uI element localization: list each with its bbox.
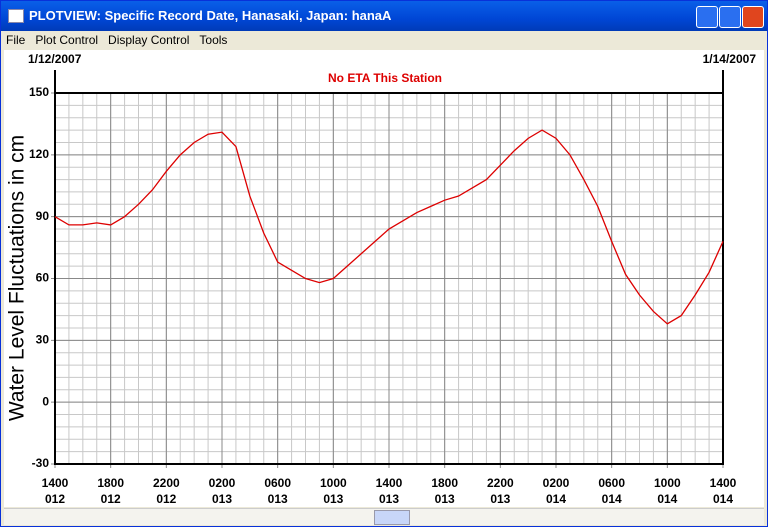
scroll-thumb[interactable] [374,510,410,525]
x-tick-label: 1800 [431,476,458,490]
y-tick-label: 120 [29,147,49,161]
x-tick-label: 1400 [376,476,403,490]
x-tick-label: 0200 [543,476,570,490]
start-date: 1/12/2007 [28,52,82,66]
y-tick-label: 30 [36,333,50,347]
plot-frame [54,92,724,465]
end-date: 1/14/2007 [703,52,757,66]
chart: 1/12/2007 1/14/2007 No ETA This Station … [4,50,764,507]
menu-bar: File Plot Control Display Control Tools [1,31,767,50]
x-tick-label: 012 [45,492,65,506]
menu-item[interactable]: Plot Control [35,33,99,47]
y-axis-label: Water Level Fluctuations in cm [6,135,29,421]
x-tick-label: 014 [602,492,622,506]
x-tick-label: 013 [323,492,343,506]
x-tick-label: 0600 [598,476,625,490]
x-tick-label: 013 [212,492,232,506]
x-tick-label: 1000 [320,476,347,490]
menu-item[interactable]: File [6,33,26,47]
x-tick-label: 2200 [487,476,514,490]
x-tick-label: 013 [490,492,510,506]
x-tick-label: 014 [657,492,677,506]
menu-item[interactable]: Display Control [108,33,190,47]
x-tick-label: 014 [713,492,733,506]
x-tick-label: 0200 [209,476,236,490]
x-tick-label: 014 [546,492,566,506]
y-tick-label: 0 [42,394,49,408]
x-tick-label: 012 [101,492,121,506]
x-tick-label: 1400 [710,476,737,490]
x-tick-label: 013 [268,492,288,506]
scrollbar[interactable] [4,508,764,525]
x-tick-label: 0600 [264,476,291,490]
window-title: PLOTVIEW: Specific Record Date, Hanasaki… [29,8,392,23]
title-bar: PLOTVIEW: Specific Record Date, Hanasaki… [1,1,767,31]
x-tick-label: 013 [435,492,455,506]
maximize[interactable] [719,6,741,28]
close[interactable] [742,6,764,28]
y-tick-label: -30 [32,456,50,470]
y-tick-label: 90 [36,209,50,223]
x-tick-label: 1800 [97,476,124,490]
subtitle: No ETA This Station [328,71,442,85]
data-line [54,129,724,325]
x-tick-label: 013 [379,492,399,506]
y-tick-label: 150 [29,85,49,99]
x-tick-label: 012 [156,492,176,506]
x-tick-label: 1400 [42,476,69,490]
x-tick-label: 2200 [153,476,180,490]
y-tick-label: 60 [36,271,50,285]
x-tick-label: 1000 [654,476,681,490]
menu-item[interactable]: Tools [199,33,228,47]
minimize[interactable] [696,6,718,28]
